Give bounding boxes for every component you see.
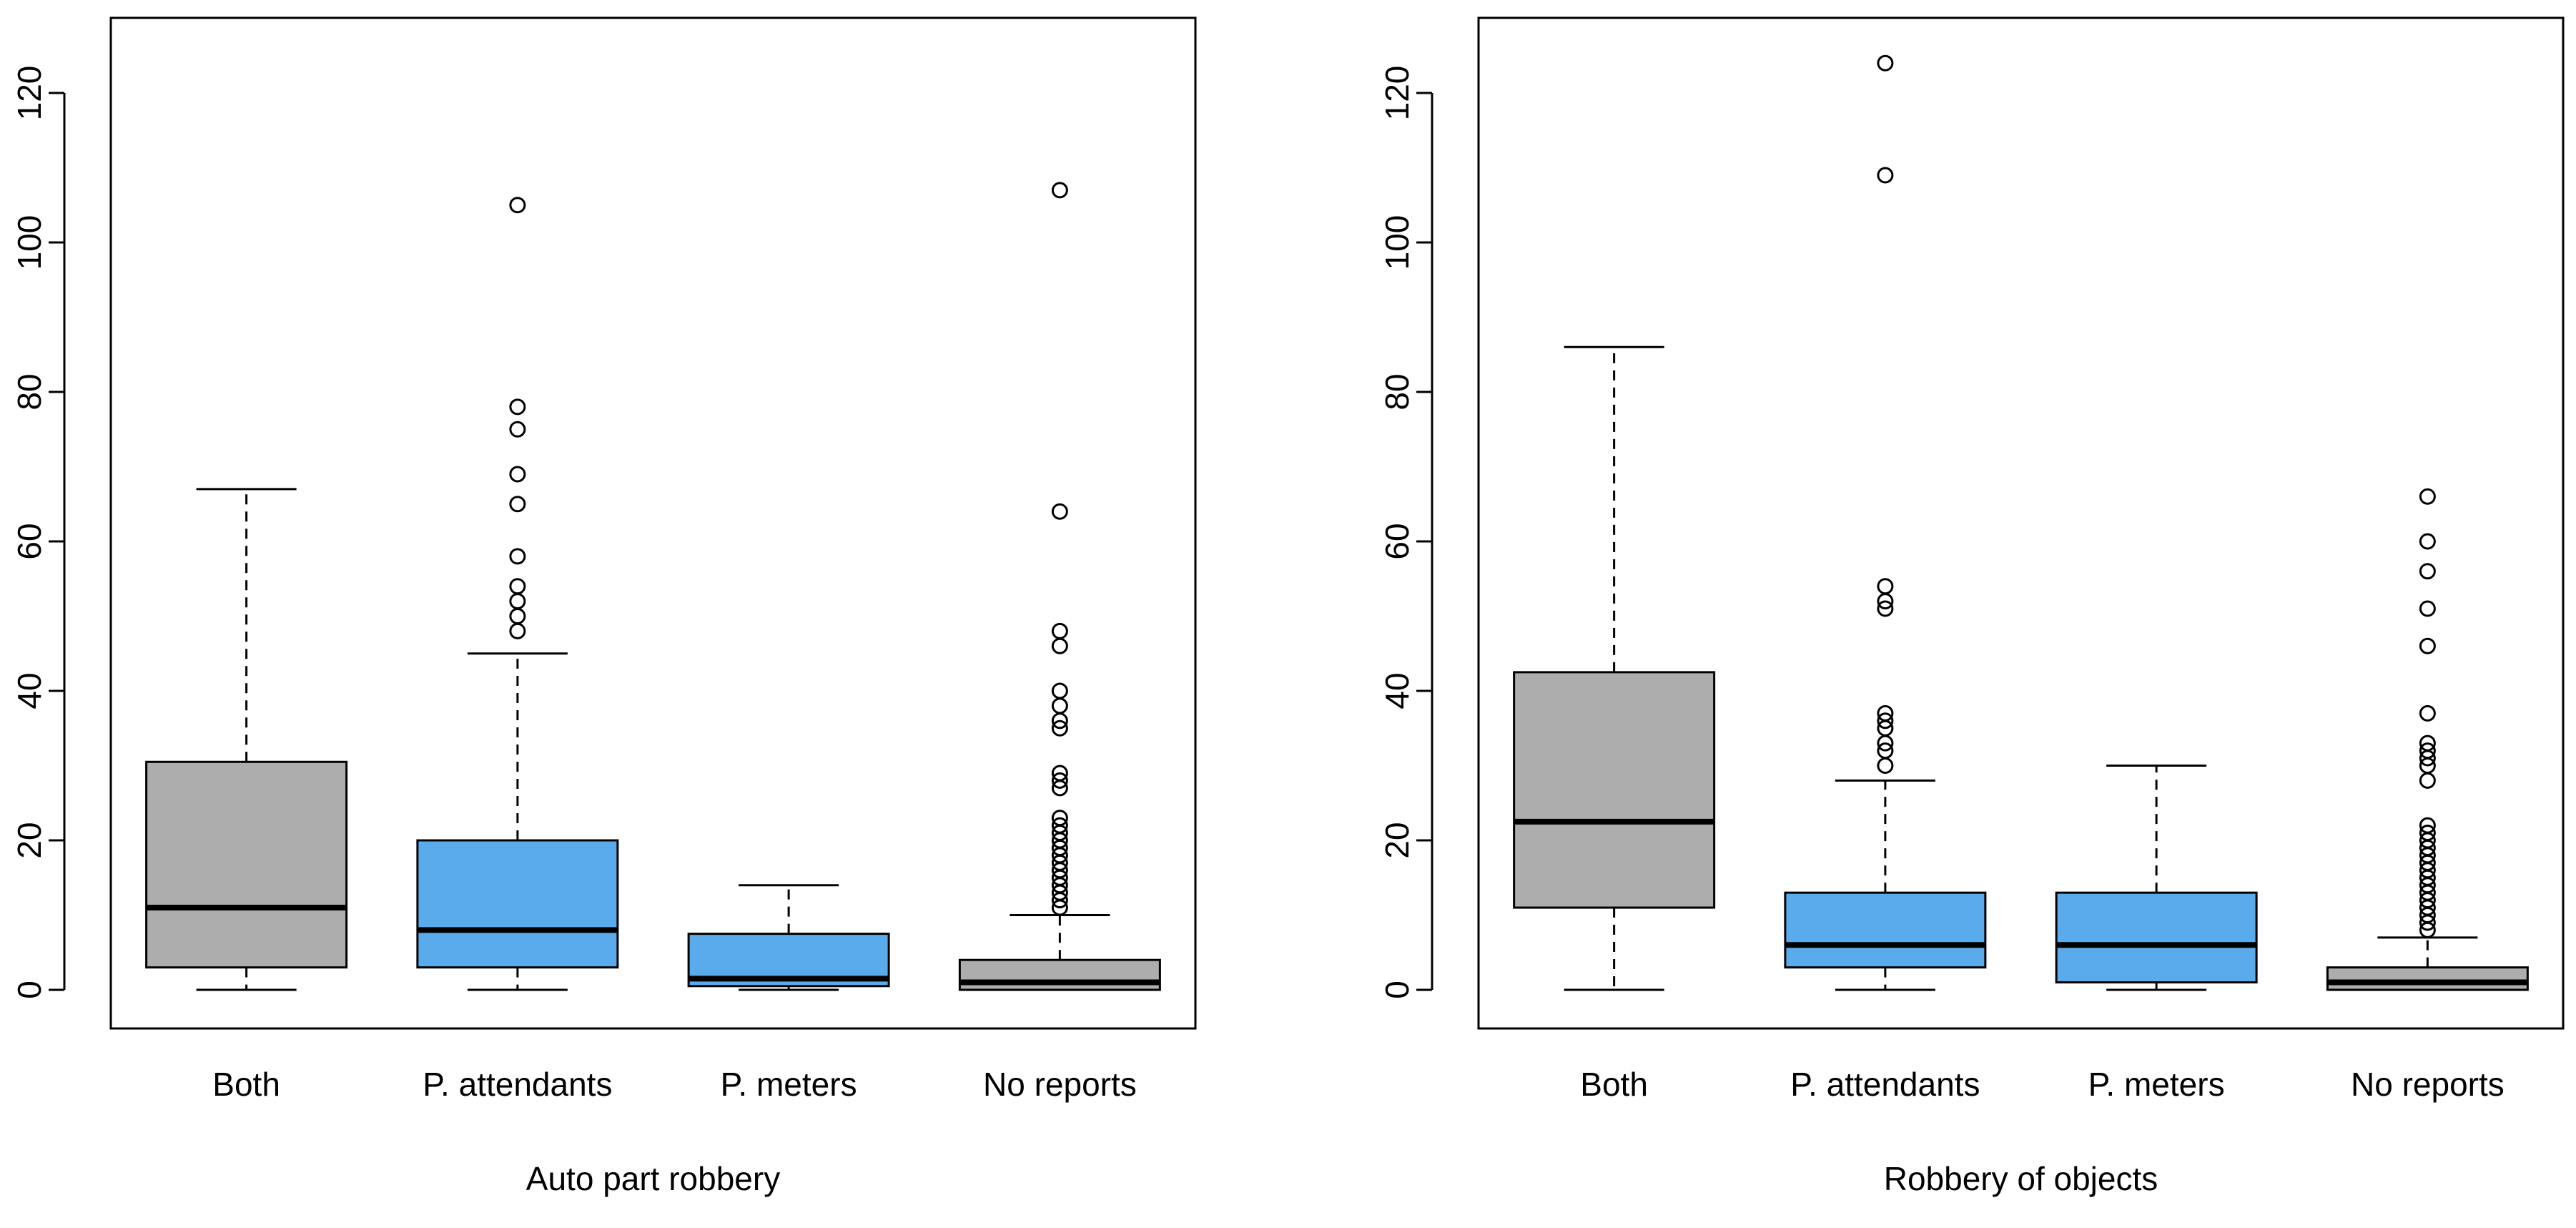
iqr-box: [958, 958, 1161, 991]
boxes: [1513, 54, 2529, 991]
box-p-meters: [687, 884, 890, 991]
y-tick-label: 120: [1378, 66, 1416, 121]
plot-frame: [109, 16, 1197, 1030]
x-axis-categories: Both P. attendants P. meters No reports: [1580, 1066, 2504, 1103]
box-p-meters: [2055, 765, 2258, 991]
box-both: [1513, 345, 1716, 991]
panel-robbery-of-objects: 0 20 40 60 80 100 120 Both P. attendants P. mete…: [1378, 16, 2565, 1197]
y-tick-label: 0: [1378, 981, 1416, 999]
iqr-box: [145, 760, 348, 969]
outlier-point: [2419, 825, 2436, 842]
outlier-point: [1877, 742, 1894, 760]
outlier-point: [2419, 735, 2436, 752]
x-category-label: P. meters: [2088, 1066, 2225, 1103]
y-tick-label: 100: [11, 215, 48, 270]
y-tick-label: 40: [11, 672, 48, 709]
outlier-point: [1877, 578, 1894, 595]
x-category-label: No reports: [983, 1066, 1137, 1103]
boxes: [145, 182, 1161, 991]
y-tick-label: 40: [1378, 672, 1416, 709]
outlier-point: [509, 496, 526, 513]
iqr-box: [1784, 891, 1987, 969]
outlier-point: [2419, 704, 2436, 722]
y-tick-label: 20: [1378, 822, 1416, 858]
outlier-point: [1877, 167, 1894, 184]
outlier-point: [1877, 600, 1894, 617]
y-axis: 0 20 40 60 80 100 120: [11, 66, 66, 999]
iqr-box: [2326, 966, 2529, 991]
x-axis-label: Robbery of objects: [1884, 1160, 2158, 1197]
outlier-point: [2419, 563, 2436, 580]
outlier-point: [1051, 622, 1068, 639]
outlier-point: [509, 421, 526, 438]
outlier-point: [509, 548, 526, 565]
plot-frame: [1477, 16, 2565, 1030]
outlier-point: [509, 197, 526, 214]
outlier-point: [509, 398, 526, 416]
iqr-box: [416, 839, 619, 969]
box-no-reports: [958, 182, 1161, 991]
box-p-attendants: [416, 197, 619, 991]
outlier-point: [1051, 182, 1068, 199]
outlier-point: [1051, 503, 1068, 520]
y-tick-label: 0: [11, 981, 48, 999]
iqr-box: [1513, 671, 1716, 909]
outlier-point: [2419, 637, 2436, 654]
x-category-label: P. attendants: [423, 1066, 612, 1103]
x-category-label: P. attendants: [1790, 1066, 1980, 1103]
outlier-point: [1051, 719, 1068, 737]
outlier-point: [1051, 765, 1068, 782]
outlier-point: [2419, 488, 2436, 505]
box-both: [145, 488, 348, 991]
outlier-point: [1877, 54, 1894, 72]
outlier-point: [509, 466, 526, 483]
panel-auto-part-robbery: 0 20 40 60 80 100 120 Both P. attendants P. mete…: [11, 16, 1197, 1197]
y-tick-label: 120: [11, 66, 48, 121]
outlier-point: [2419, 600, 2436, 617]
y-tick-label: 60: [1378, 523, 1416, 559]
box-p-attendants: [1784, 54, 1987, 991]
x-axis-categories: Both P. attendants P. meters No reports: [212, 1066, 1136, 1103]
outlier-point: [1051, 772, 1068, 789]
x-category-label: Both: [212, 1066, 280, 1103]
box-no-reports: [2326, 488, 2529, 991]
x-axis-label: Auto part robbery: [526, 1160, 780, 1197]
y-tick-label: 100: [1378, 215, 1416, 270]
outlier-point: [1051, 817, 1068, 834]
outlier-point: [1877, 712, 1894, 730]
outlier-point: [509, 578, 526, 595]
x-category-label: Both: [1580, 1066, 1648, 1103]
outlier-point: [2419, 742, 2436, 760]
outlier-point: [1051, 682, 1068, 699]
outlier-point: [1051, 810, 1068, 827]
x-category-label: No reports: [2351, 1066, 2505, 1103]
x-category-label: P. meters: [721, 1066, 857, 1103]
outlier-point: [2419, 817, 2436, 834]
y-tick-label: 60: [11, 523, 48, 559]
iqr-box: [2055, 891, 2258, 984]
y-axis: 0 20 40 60 80 100 120: [1378, 66, 1433, 999]
outlier-point: [2419, 533, 2436, 550]
outlier-point: [1877, 704, 1894, 722]
y-tick-label: 80: [1378, 373, 1416, 410]
y-tick-label: 20: [11, 822, 48, 858]
y-tick-label: 80: [11, 373, 48, 410]
